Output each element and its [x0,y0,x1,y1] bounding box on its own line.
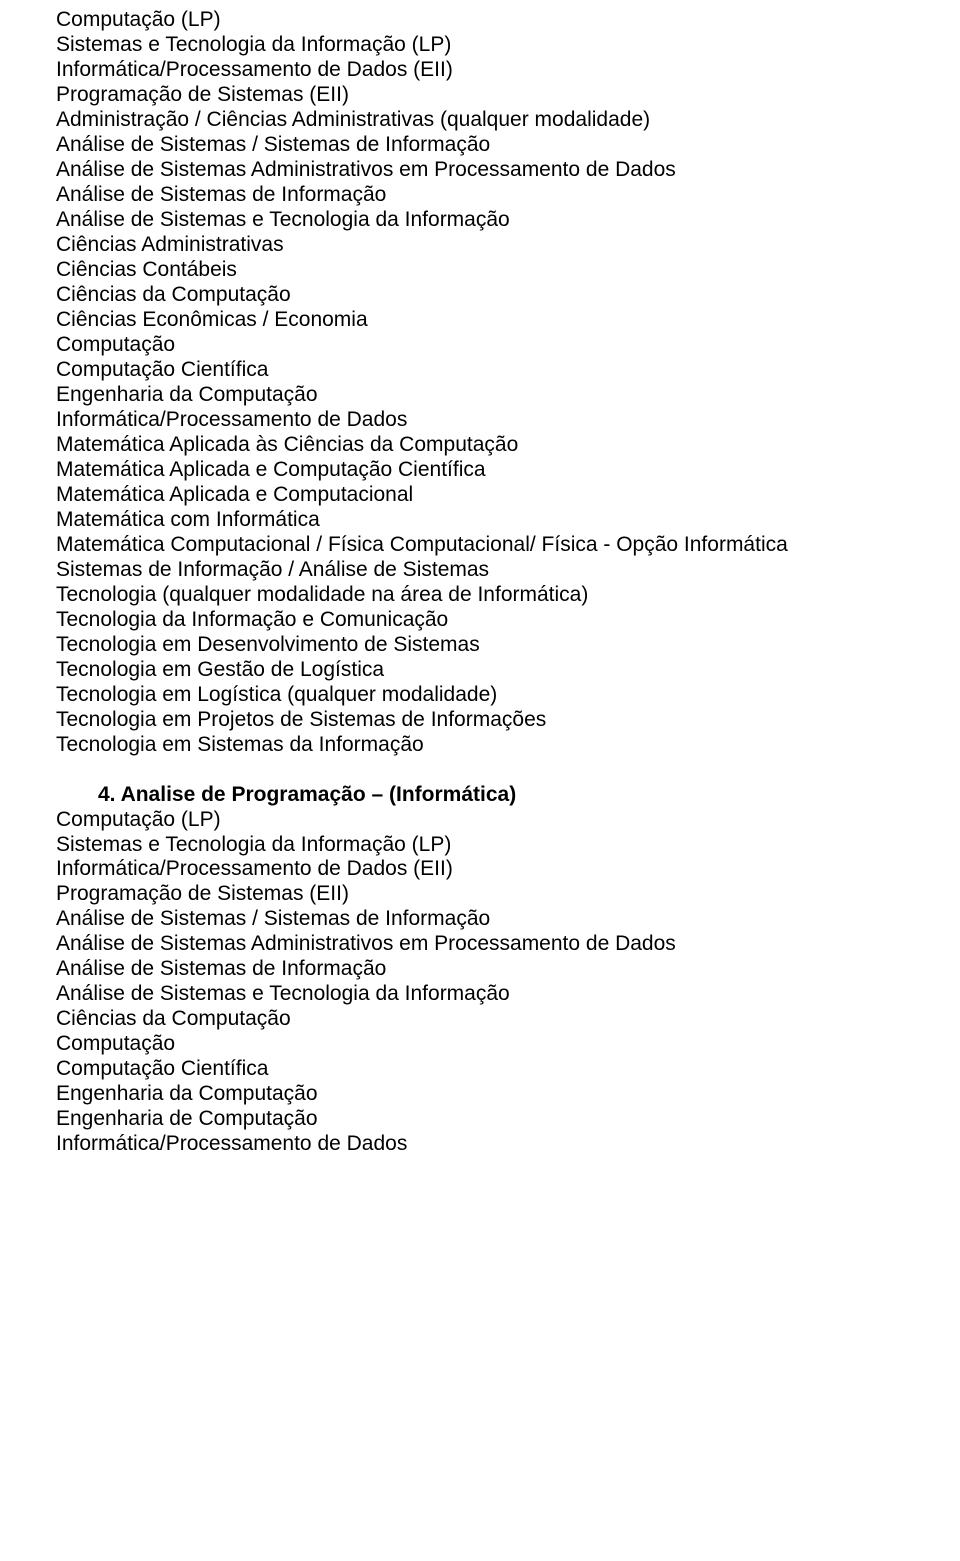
list-item: Tecnologia em Logística (qualquer modali… [56,683,904,708]
list-item: Informática/Processamento de Dados [56,408,904,433]
list-item: Tecnologia em Gestão de Logística [56,658,904,683]
list-item: Análise de Sistemas Administrativos em P… [56,158,904,183]
list-item: Análise de Sistemas Administrativos em P… [56,932,904,957]
list-item: Ciências Contábeis [56,258,904,283]
list-item: Computação Científica [56,358,904,383]
list-item: Computação [56,333,904,358]
document-page: Computação (LP) Sistemas e Tecnologia da… [0,0,960,1561]
list-item: Programação de Sistemas (EII) [56,882,904,907]
list-item: Tecnologia (qualquer modalidade na área … [56,583,904,608]
list-item: Engenharia da Computação [56,1082,904,1107]
list-item: Análise de Sistemas / Sistemas de Inform… [56,133,904,158]
list-item: Sistemas e Tecnologia da Informação (LP) [56,33,904,58]
list-item: Tecnologia em Desenvolvimento de Sistema… [56,633,904,658]
list-item: Computação Científica [56,1057,904,1082]
list-item: Administração / Ciências Administrativas… [56,108,904,133]
list-item: Informática/Processamento de Dados (EII) [56,857,904,882]
list-item: Análise de Sistemas / Sistemas de Inform… [56,907,904,932]
list-item: Análise de Sistemas de Informação [56,183,904,208]
list-item: Tecnologia em Sistemas da Informação [56,733,904,758]
list-item: Análise de Sistemas e Tecnologia da Info… [56,208,904,233]
list-item: Matemática Aplicada às Ciências da Compu… [56,433,904,458]
list-item: Ciências da Computação [56,283,904,308]
list-item: Matemática com Informática [56,508,904,533]
list-item: Sistemas e Tecnologia da Informação (LP) [56,833,904,858]
list-item: Análise de Sistemas e Tecnologia da Info… [56,982,904,1007]
list-item: Matemática Computacional / Física Comput… [56,533,904,558]
list-item: Informática/Processamento de Dados [56,1132,904,1157]
list-item: Ciências Administrativas [56,233,904,258]
list-item: Informática/Processamento de Dados (EII) [56,58,904,83]
list-item: Matemática Aplicada e Computação Científ… [56,458,904,483]
list-item: Análise de Sistemas de Informação [56,957,904,982]
list-item: Engenharia de Computação [56,1107,904,1132]
list-item: Computação (LP) [56,8,904,33]
list-item: Computação [56,1032,904,1057]
list-item: Ciências da Computação [56,1007,904,1032]
list-item: Tecnologia em Projetos de Sistemas de In… [56,708,904,733]
section-heading-4: 4. Analise de Programação – (Informática… [56,783,904,808]
list-item: Sistemas de Informação / Análise de Sist… [56,558,904,583]
list-item: Matemática Aplicada e Computacional [56,483,904,508]
list-item: Engenharia da Computação [56,383,904,408]
blank-line [56,758,904,783]
list-item: Ciências Econômicas / Economia [56,308,904,333]
list-item: Tecnologia da Informação e Comunicação [56,608,904,633]
list-item: Programação de Sistemas (EII) [56,83,904,108]
list-item: Computação (LP) [56,808,904,833]
